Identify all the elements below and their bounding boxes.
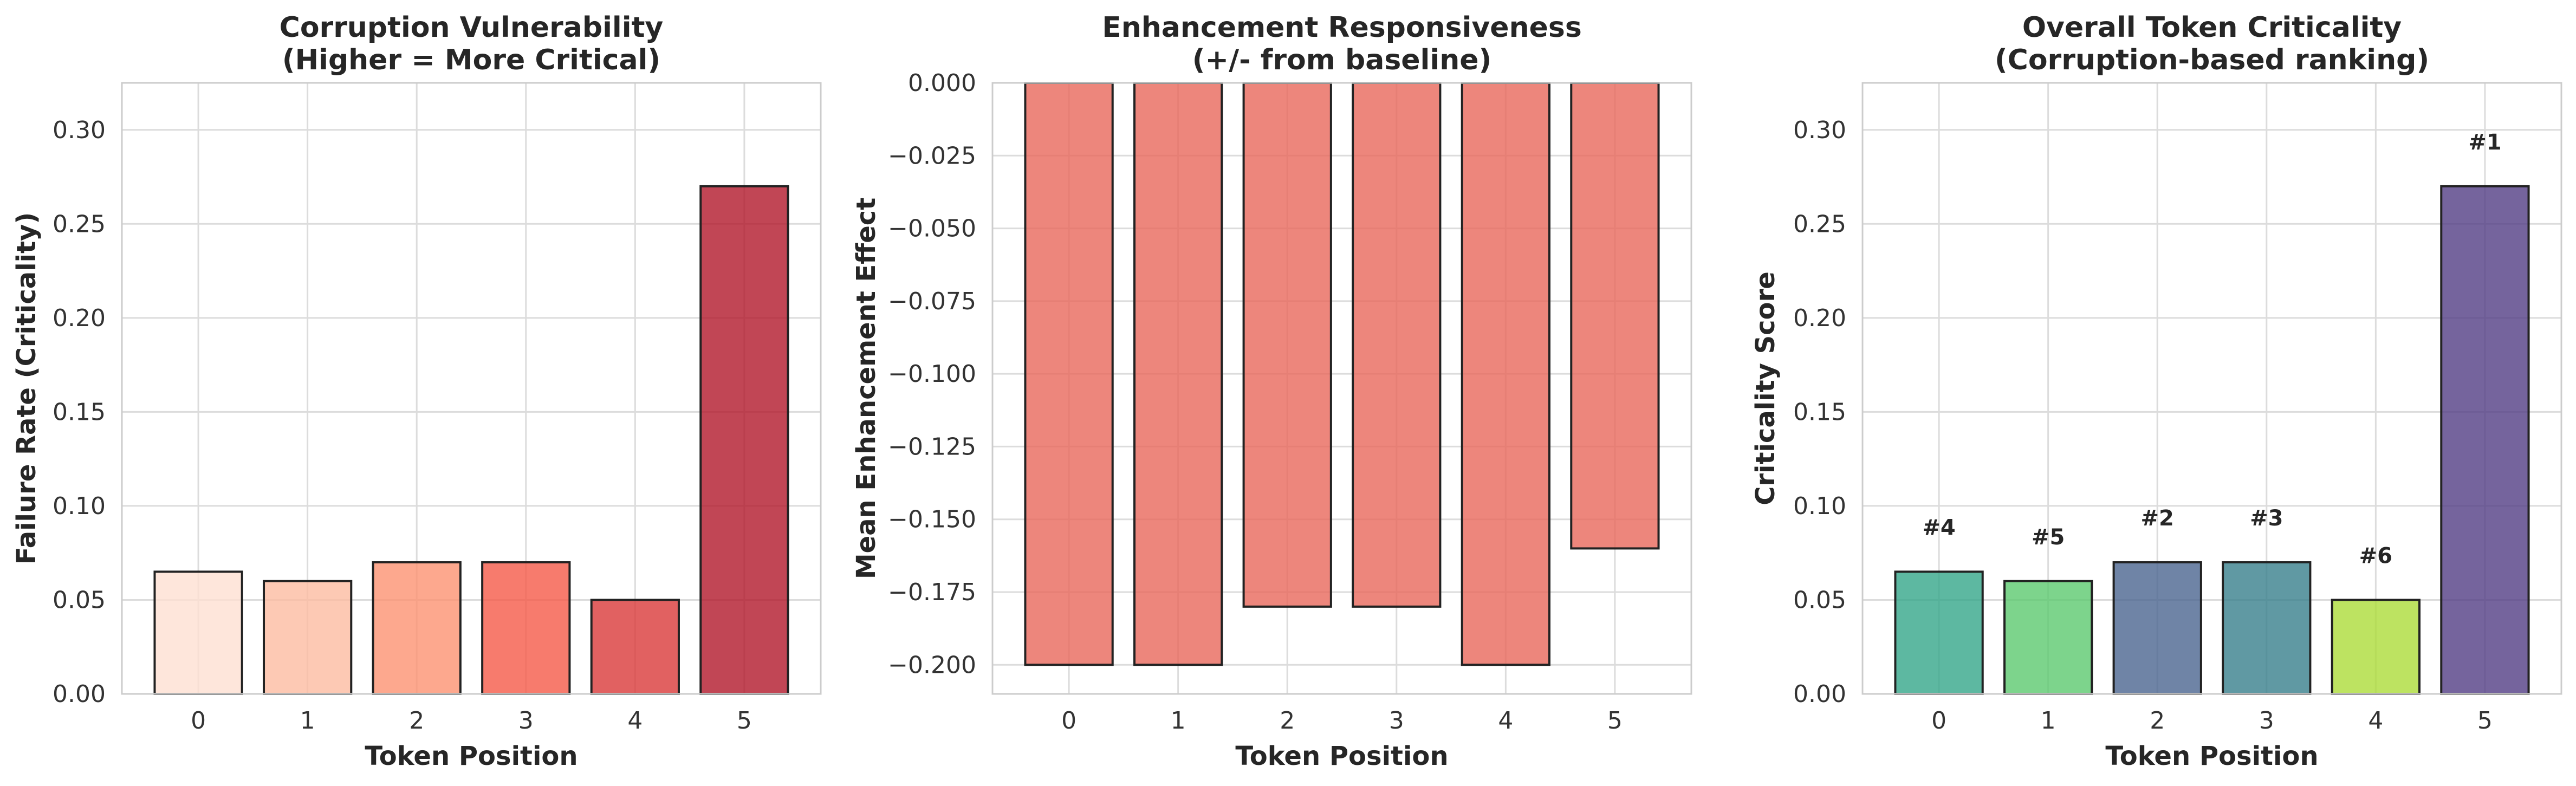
x-tick-label: 2 [409,707,424,735]
x-axis-label: Token Position [1235,741,1448,771]
bar-token-4 [590,599,680,696]
y-tick-label: 0.000 [908,69,976,97]
chart-panel-3: 0.00 0.05 0.10 0.15 0.20 0.25 0.30 0 1 2 3 4 5 #4 #5 #2… [1750,11,2562,771]
rank-annotation: #2 [2141,506,2174,531]
axes-frame [1861,82,2562,695]
bar-token-4 [2331,599,2421,696]
rank-annotation: #4 [1922,515,1955,540]
x-tick-label: 3 [2259,707,2274,735]
x-tick-label: 5 [2477,707,2493,735]
y-tick-label: 0.25 [53,210,106,238]
chart-title: Overall Token Criticality (Corruption-bas… [1995,11,2429,76]
rank-annotation: #5 [2032,525,2065,550]
x-tick-label: 0 [1931,707,1946,735]
x-tick-label: 5 [737,707,752,735]
y-tick-label: 0.05 [1793,586,1846,614]
y-tick-label: 0.00 [1793,680,1846,708]
y-axis-label: Mean Enhancement Effect [851,198,881,579]
bar-token-1 [2003,580,2093,696]
y-tick-label: 0.10 [53,492,106,520]
x-tick-label: 2 [2150,707,2165,735]
x-tick-label: 1 [300,707,315,735]
rank-annotation: #3 [2250,506,2283,531]
y-axis-label: Criticality Score [1750,271,1781,505]
bar-token-2 [1242,82,1332,608]
y-tick-label: 0.10 [1793,492,1846,520]
x-tick-label: 4 [1498,707,1513,735]
y-tick-label: −0.125 [888,433,976,460]
bar-token-5 [699,185,789,695]
chart-panel-1: 0.00 0.05 0.10 0.15 0.20 0.25 0.30 0 1 2 3 4 5 Corrup… [11,11,822,771]
x-tick-label: 5 [1607,707,1623,735]
x-tick-label: 1 [1171,707,1186,735]
y-tick-label: −0.175 [888,579,976,606]
axes-frame [991,82,1692,695]
bar-token-0 [1024,82,1114,666]
y-tick-label: 0.30 [1793,116,1846,144]
y-tick-label: −0.200 [888,651,976,679]
axes-frame [121,82,822,695]
bar-token-3 [2222,561,2312,695]
x-tick-label: 3 [518,707,534,735]
y-tick-label: −0.075 [888,288,976,315]
bar-token-5 [2440,185,2530,695]
chart-title: Enhancement Responsiveness (+/- from base… [1102,11,1582,76]
y-tick-label: 0.30 [53,116,106,144]
x-tick-label: 4 [2368,707,2383,735]
y-tick-label: 0.05 [53,586,106,614]
y-tick-label: 0.20 [1793,304,1846,332]
bar-token-2 [2112,561,2202,695]
y-tick-label: 0.25 [1793,210,1846,238]
x-axis-label: Token Position [365,741,578,771]
y-tick-label: −0.025 [888,142,976,170]
x-axis-label: Token Position [2105,741,2318,771]
y-tick-label: −0.150 [888,506,976,534]
bar-token-3 [481,561,571,695]
bar-token-1 [1133,82,1223,666]
bar-token-0 [153,570,243,696]
bar-token-1 [263,580,353,696]
y-tick-label: 0.00 [53,680,106,708]
x-tick-label: 3 [1389,707,1404,735]
bar-token-5 [1570,82,1660,550]
bar-token-4 [1461,82,1550,666]
bar-token-2 [372,561,462,695]
bar-token-0 [1894,570,1984,696]
y-tick-label: −0.100 [888,360,976,388]
chart-title: Corruption Vulnerability (Higher = More C… [280,11,664,76]
x-tick-label: 0 [1061,707,1076,735]
chart-panel-2: −0.200 −0.175 −0.150 −0.125 −0.100 −0.075 −0.0… [851,11,1692,771]
x-tick-label: 0 [191,707,206,735]
x-tick-label: 2 [1280,707,1295,735]
y-tick-label: 0.15 [1793,398,1846,426]
bar-token-3 [1352,82,1442,608]
y-tick-label: −0.050 [888,215,976,243]
y-tick-label: 0.20 [53,304,106,332]
x-tick-label: 1 [2041,707,2056,735]
rank-annotation: #1 [2468,130,2501,155]
y-tick-label: 0.15 [53,398,106,426]
x-tick-label: 4 [627,707,643,735]
rank-annotation: #6 [2359,543,2392,568]
y-axis-label: Failure Rate (Criticality) [11,212,42,565]
